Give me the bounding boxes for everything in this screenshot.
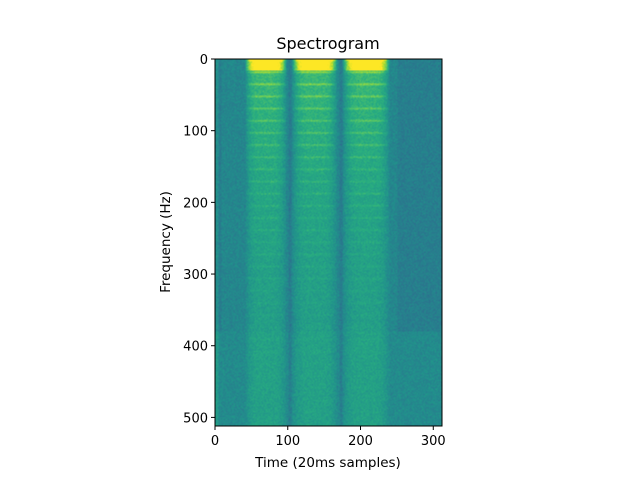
x-axis: 0 100 200 300 <box>211 426 446 449</box>
x-tick-label: 100 <box>275 434 300 449</box>
y-axis-label: Frequency (Hz) <box>158 191 174 293</box>
x-tick-label: 200 <box>348 434 373 449</box>
x-tick-label: 300 <box>421 434 446 449</box>
spectrogram-image <box>215 59 442 426</box>
y-tick-label: 500 <box>183 411 208 426</box>
y-tick-label: 400 <box>183 340 208 355</box>
y-axis: 0 100 200 300 400 500 <box>183 53 215 426</box>
plot-area <box>214 58 443 427</box>
x-axis-label: Time (20ms samples) <box>254 455 401 471</box>
y-tick-label: 300 <box>183 268 208 283</box>
plot-frame <box>214 58 443 427</box>
y-tick-label: 200 <box>183 196 208 211</box>
y-tick-label: 0 <box>200 53 208 68</box>
chart-title: Spectrogram <box>276 34 379 53</box>
x-tick-label: 0 <box>211 434 219 449</box>
y-tick-label: 100 <box>183 125 208 140</box>
